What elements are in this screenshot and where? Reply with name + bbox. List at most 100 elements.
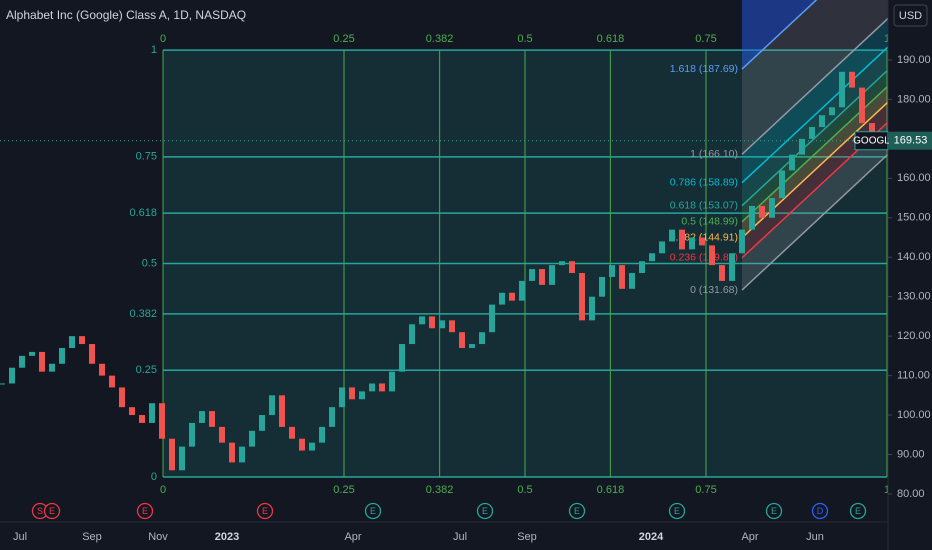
candle bbox=[819, 115, 825, 128]
candle bbox=[539, 269, 545, 285]
candle bbox=[459, 332, 465, 348]
price-tag-label: 169.53 bbox=[894, 135, 928, 147]
candle bbox=[739, 229, 745, 254]
fib-box-level-label: 1 bbox=[151, 44, 157, 56]
currency-button[interactable] bbox=[893, 4, 928, 27]
y-tick-label: 120.00 bbox=[897, 330, 931, 342]
candle bbox=[9, 367, 15, 384]
fib-channel-band bbox=[742, 122, 888, 291]
symbol-tag-label: GOOGL bbox=[853, 135, 890, 146]
event-marker bbox=[43, 502, 61, 520]
fib-channel-label: 1 (166.10) bbox=[690, 148, 738, 160]
candle bbox=[489, 304, 495, 333]
x-tick-label: Apr bbox=[344, 531, 361, 543]
event-marker bbox=[765, 502, 783, 520]
candle bbox=[479, 332, 485, 345]
event-marker-label: E bbox=[771, 506, 777, 516]
candle bbox=[469, 344, 475, 348]
currency[interactable]: USD bbox=[899, 10, 922, 22]
candle bbox=[789, 154, 795, 171]
candle bbox=[839, 71, 845, 108]
x-tick-label: Jun bbox=[806, 531, 824, 543]
x-tick-label: Jul bbox=[13, 531, 27, 543]
event-marker-label: E bbox=[262, 506, 268, 516]
y-tick-label: 130.00 bbox=[897, 291, 931, 303]
candle bbox=[359, 391, 365, 400]
candle bbox=[149, 403, 155, 423]
candle bbox=[379, 383, 385, 392]
fib-box-time-label-bottom: 0.75 bbox=[695, 484, 716, 496]
fib-box-time-label-top: 0.5 bbox=[517, 33, 532, 45]
fib-box-time-label-top: 0 bbox=[160, 33, 166, 45]
candle bbox=[119, 387, 125, 408]
candle bbox=[679, 229, 685, 250]
fib-channel-label: 0.5 (148.99) bbox=[681, 216, 738, 228]
fib-channel-line bbox=[741, 46, 888, 184]
event-marker-label: E bbox=[370, 506, 376, 516]
candle bbox=[229, 442, 235, 463]
candle bbox=[79, 336, 85, 345]
x-tick-label: Nov bbox=[148, 531, 168, 543]
fib-box-level-label: 0.25 bbox=[136, 364, 157, 376]
fib-channel-label: 0.618 (153.07) bbox=[670, 199, 738, 211]
fib-channel-label: 0.236 (139.85) bbox=[670, 252, 738, 264]
fib-box-time-label-bottom: 0.618 bbox=[597, 484, 625, 496]
fib-box-time-label-top: 0.618 bbox=[597, 33, 625, 45]
symbol-tag bbox=[854, 131, 889, 151]
event-marker bbox=[849, 502, 867, 520]
event-marker-label: E bbox=[482, 506, 488, 516]
x-tick-label: Sep bbox=[82, 531, 102, 543]
candle bbox=[319, 426, 325, 443]
candle bbox=[699, 237, 705, 246]
plot-area: 0000.250.250.250.3820.3820.3820.50.50.50… bbox=[0, 0, 890, 496]
candle bbox=[709, 245, 715, 266]
fib-box-time-label-bottom: 1 bbox=[884, 484, 890, 496]
candle bbox=[69, 336, 75, 348]
candle bbox=[419, 316, 425, 325]
fib-box-time-label-top: 1 bbox=[884, 33, 890, 45]
fib-channel-label: 0 (131.68) bbox=[690, 284, 738, 296]
x-tick-label: Apr bbox=[741, 531, 758, 543]
candle bbox=[99, 363, 105, 376]
y-tick-label: 140.00 bbox=[897, 251, 931, 263]
candle bbox=[619, 265, 625, 289]
fib-box-time-label-bottom: 0.25 bbox=[333, 484, 354, 496]
event-marker-label: E bbox=[574, 506, 580, 516]
x-tick-label: Jul bbox=[453, 531, 467, 543]
symbol-title: Alphabet Inc (Google) Class A, 1D, NASDA… bbox=[6, 8, 246, 22]
candle bbox=[859, 87, 865, 124]
candle bbox=[609, 265, 615, 277]
fib-channel-band bbox=[742, 69, 888, 222]
fib-channel-label: 0.786 (158.89) bbox=[670, 176, 738, 188]
candle bbox=[129, 407, 135, 416]
candle bbox=[759, 205, 765, 218]
candle bbox=[659, 241, 665, 254]
candle bbox=[499, 292, 505, 305]
fib-channel-band bbox=[742, 0, 888, 155]
x-tick-label: Sep bbox=[517, 531, 537, 543]
fib-box-time-label-top: 0.382 bbox=[426, 33, 454, 45]
fib-box-time-label-top: 0.75 bbox=[695, 33, 716, 45]
fib-channel-band bbox=[742, 85, 888, 238]
candle bbox=[299, 438, 305, 451]
fib-box-level-label: 0.618 bbox=[129, 207, 157, 219]
fib-box-time-label-bottom: 0.5 bbox=[517, 484, 532, 496]
candle bbox=[0, 383, 5, 385]
candle bbox=[219, 426, 225, 443]
candle bbox=[349, 387, 355, 400]
candle bbox=[389, 371, 395, 392]
candle bbox=[329, 407, 335, 427]
candle bbox=[39, 351, 45, 372]
event-marker bbox=[811, 502, 829, 520]
price-tag bbox=[889, 131, 932, 150]
candle bbox=[289, 426, 295, 439]
candle bbox=[519, 280, 525, 301]
event-marker-label: S bbox=[37, 506, 43, 516]
fib-channel-line bbox=[741, 101, 888, 239]
y-tick-label: 80.00 bbox=[897, 488, 925, 500]
candle bbox=[809, 127, 815, 139]
candle bbox=[209, 411, 215, 427]
candle bbox=[279, 395, 285, 427]
fib-box-level-label: 0 bbox=[151, 471, 157, 483]
